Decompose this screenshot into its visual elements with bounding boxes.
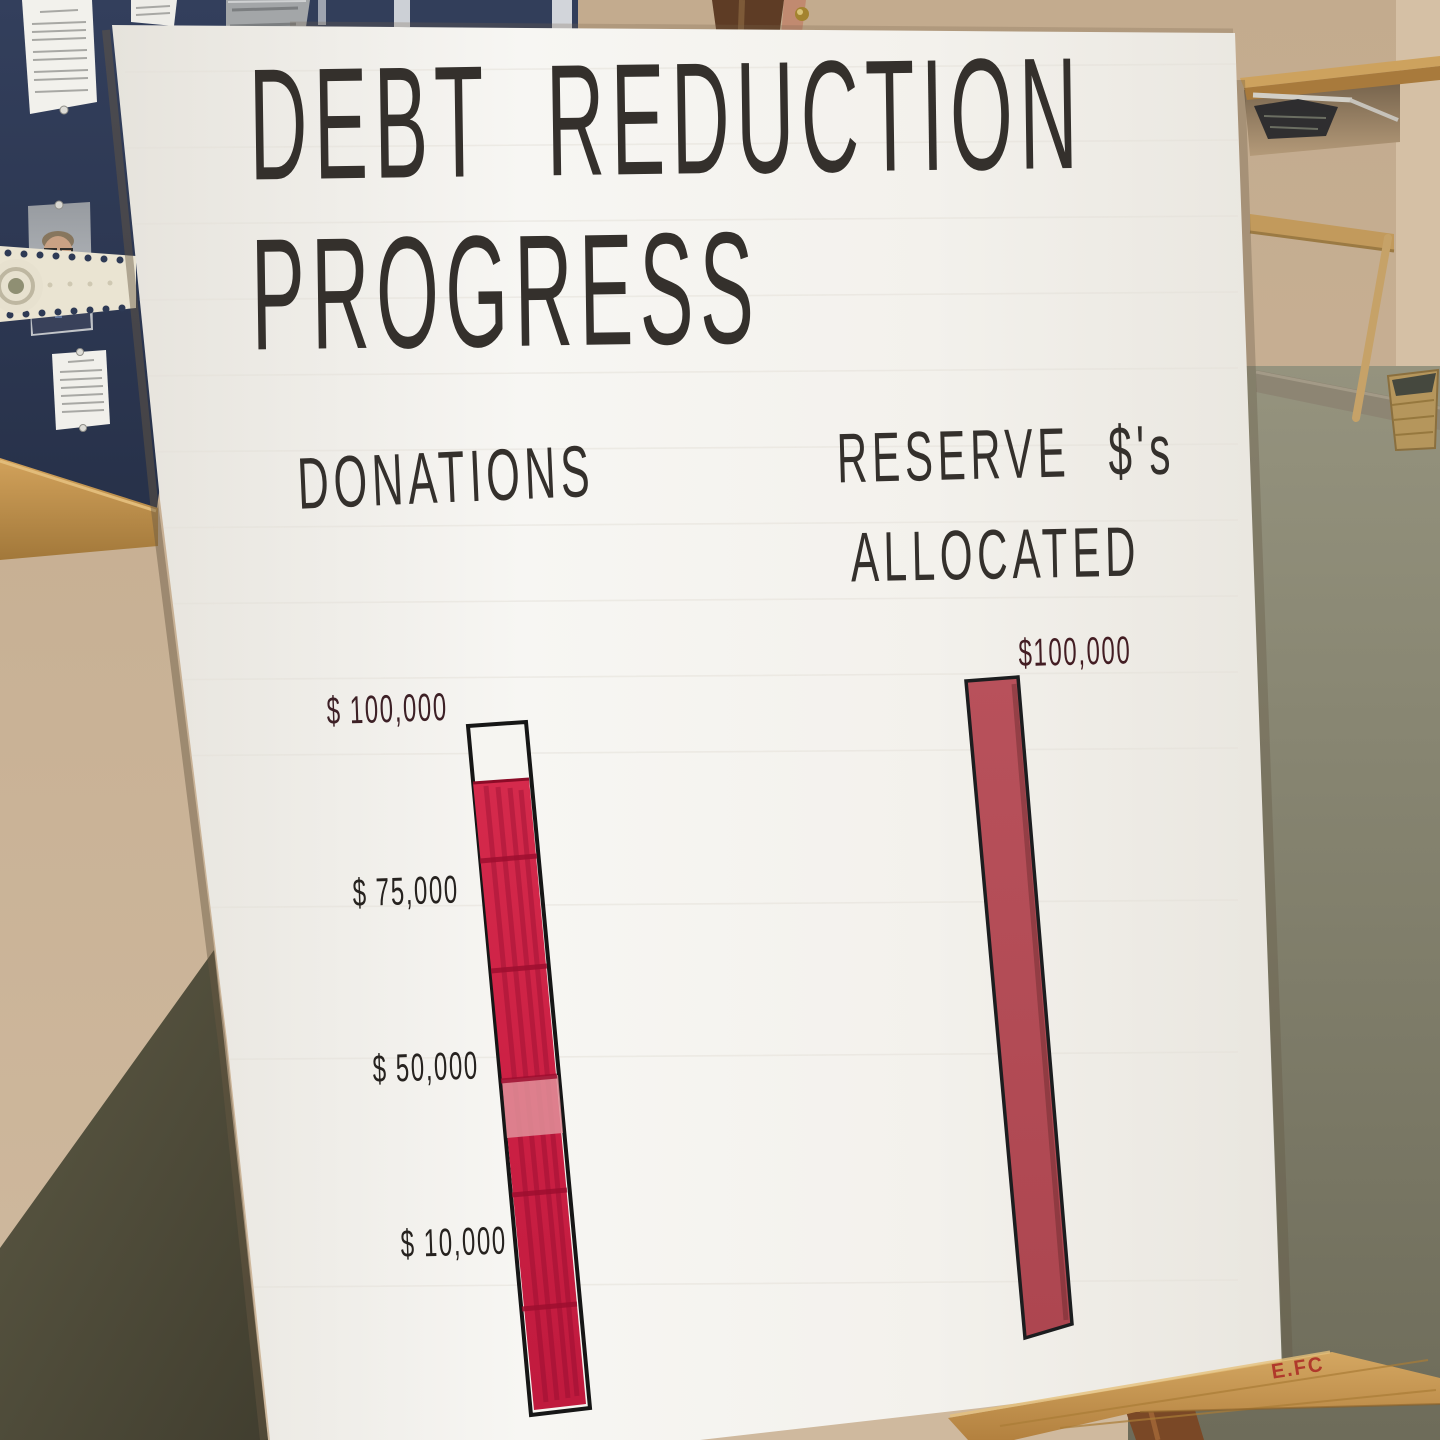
poster-title-line2: PROGRESS — [249, 198, 762, 384]
reserve-column-header-line2: ALLOCATED — [849, 513, 1141, 598]
push-pin — [76, 348, 84, 356]
reserve-bar-shade — [1011, 683, 1069, 1321]
pinned-paper — [52, 348, 110, 432]
coat-hangers — [1254, 99, 1338, 139]
coat-shelf-top — [1240, 56, 1440, 88]
leaning-stick — [1352, 234, 1392, 422]
coat-shelf-front — [1244, 66, 1440, 100]
donations-tick-100000: $ 100,000 — [325, 686, 449, 734]
chair-rail-shadow — [1249, 230, 1395, 253]
donations-tick-10000: $ 10,000 — [399, 1219, 508, 1267]
poster-board — [112, 25, 1282, 1440]
reserve-column-header-line1: RESERVE $'s — [835, 411, 1176, 499]
donations-column-header: DONATIONS — [295, 431, 596, 525]
push-pin — [59, 105, 69, 115]
light-marker-patch — [502, 1075, 563, 1138]
rail-brace — [1349, 98, 1399, 122]
poster-title-line1: DEBT REDUCTION — [247, 24, 1086, 214]
donations-tick-50000: $ 50,000 — [371, 1044, 480, 1092]
push-pin — [79, 424, 87, 432]
donations-bar — [465, 719, 593, 1418]
fill-level-line — [472, 777, 530, 785]
easel-leg-highlight — [1147, 1407, 1161, 1440]
board-slat — [394, 0, 410, 27]
board-frame — [0, 458, 158, 560]
pinned-paper — [22, 0, 97, 115]
easel-tray — [948, 1350, 1440, 1440]
coat-rack — [1240, 56, 1440, 156]
wall-chair-rail — [1250, 214, 1394, 252]
pinned-paper — [131, 0, 177, 26]
frame-highlight — [0, 459, 157, 513]
board-slat — [318, 0, 326, 25]
hanger-gaps — [1263, 115, 1327, 130]
wicker-basket — [1386, 368, 1440, 452]
reserve-bar-value-label: $100,000 — [1017, 629, 1132, 676]
reserve-bar — [964, 675, 1074, 1341]
lace-banner — [0, 246, 136, 322]
board-slat — [552, 0, 572, 29]
fill-segment-lines — [479, 853, 578, 1312]
poster-left-shadow — [102, 29, 268, 1440]
board-top-strip — [288, 0, 578, 30]
donations-tick-75000: $ 75,000 — [351, 868, 460, 916]
carpet-shadow-left — [0, 950, 268, 1440]
push-pin — [54, 200, 64, 210]
reserve-bar-fill — [964, 675, 1074, 1341]
poster-ruled-lines — [124, 63, 1239, 1289]
poster-top-shadow — [289, 21, 1234, 34]
poster-right-shadow — [1235, 79, 1293, 1367]
hanger-rail — [1252, 92, 1353, 103]
